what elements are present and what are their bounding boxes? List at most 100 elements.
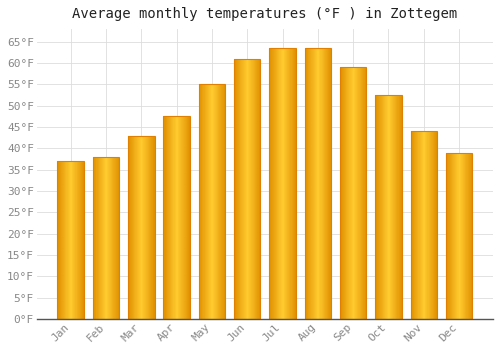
Bar [129, 135, 130, 319]
Bar [113, 157, 114, 319]
Bar [259, 59, 260, 319]
Bar [172, 117, 173, 319]
Bar [323, 48, 324, 319]
Bar [347, 68, 348, 319]
Bar [219, 84, 220, 319]
Bar [137, 135, 138, 319]
Bar [319, 48, 320, 319]
Bar [249, 59, 250, 319]
Bar [164, 117, 165, 319]
Bar [150, 135, 151, 319]
Bar [63, 161, 64, 319]
Bar [97, 157, 98, 319]
Bar [290, 48, 291, 319]
Bar [177, 117, 178, 319]
Bar [422, 131, 423, 319]
Bar [310, 48, 311, 319]
Bar [432, 131, 433, 319]
Bar [304, 48, 305, 319]
Bar [278, 48, 279, 319]
Bar [270, 48, 271, 319]
Bar [344, 68, 345, 319]
Bar [317, 48, 318, 319]
Bar [284, 48, 285, 319]
Bar [168, 117, 169, 319]
Bar [423, 131, 424, 319]
Bar [151, 135, 152, 319]
Bar [364, 68, 365, 319]
Bar [349, 68, 350, 319]
Bar [400, 95, 401, 319]
Bar [286, 48, 287, 319]
Bar [133, 135, 134, 319]
Bar [382, 95, 383, 319]
Bar [420, 131, 421, 319]
Bar [359, 68, 360, 319]
Bar [59, 161, 60, 319]
Bar [340, 68, 366, 319]
Bar [181, 117, 182, 319]
Bar [211, 84, 212, 319]
Bar [145, 135, 146, 319]
Bar [272, 48, 273, 319]
Bar [73, 161, 74, 319]
Bar [287, 48, 288, 319]
Bar [411, 131, 412, 319]
Bar [209, 84, 210, 319]
Bar [414, 131, 415, 319]
Bar [460, 153, 461, 319]
Bar [416, 131, 417, 319]
Bar [224, 84, 225, 319]
Bar [221, 84, 222, 319]
Bar [324, 48, 326, 319]
Bar [134, 135, 135, 319]
Bar [237, 59, 238, 319]
Bar [451, 153, 452, 319]
Bar [167, 117, 168, 319]
Bar [205, 84, 206, 319]
Bar [350, 68, 351, 319]
Bar [329, 48, 330, 319]
Bar [106, 157, 107, 319]
Bar [256, 59, 257, 319]
Bar [271, 48, 272, 319]
Bar [185, 117, 186, 319]
Bar [434, 131, 435, 319]
Bar [392, 95, 393, 319]
Bar [234, 59, 235, 319]
Bar [380, 95, 381, 319]
Bar [361, 68, 362, 319]
Bar [135, 135, 136, 319]
Bar [236, 59, 237, 319]
Bar [132, 135, 133, 319]
Bar [427, 131, 428, 319]
Bar [456, 153, 457, 319]
Bar [273, 48, 274, 319]
Bar [217, 84, 218, 319]
Bar [458, 153, 459, 319]
Bar [257, 59, 258, 319]
Bar [464, 153, 465, 319]
Bar [357, 68, 358, 319]
Bar [245, 59, 246, 319]
Bar [169, 117, 170, 319]
Bar [153, 135, 154, 319]
Bar [82, 161, 83, 319]
Bar [459, 153, 460, 319]
Bar [207, 84, 208, 319]
Bar [391, 95, 392, 319]
Bar [215, 84, 216, 319]
Bar [465, 153, 466, 319]
Bar [457, 153, 458, 319]
Bar [362, 68, 363, 319]
Bar [448, 153, 449, 319]
Bar [204, 84, 205, 319]
Bar [313, 48, 314, 319]
Bar [306, 48, 308, 319]
Bar [242, 59, 243, 319]
Bar [171, 117, 172, 319]
Bar [346, 68, 347, 319]
Bar [198, 84, 225, 319]
Bar [253, 59, 254, 319]
Bar [384, 95, 385, 319]
